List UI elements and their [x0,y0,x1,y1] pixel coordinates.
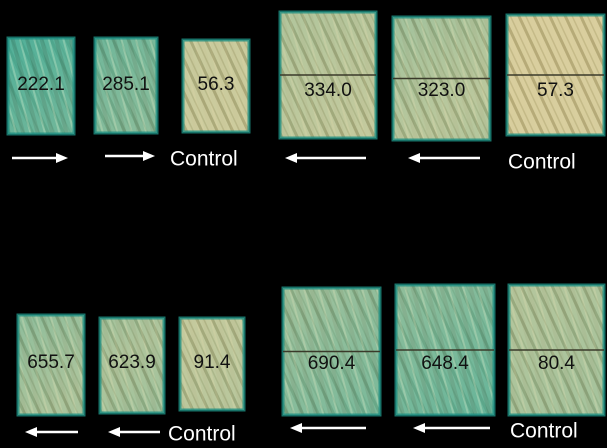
control-caption: Control [168,423,236,446]
sample-edge [6,36,76,136]
sample-group: 655.7 623.9 91.4 Control [16,313,246,446]
arrow-head [108,427,120,437]
sample-value: 57.3 [537,80,574,101]
sample-stain [183,40,249,132]
wood-sample: 655.7 [16,313,86,417]
sample-value: 91.4 [194,352,231,373]
wood-sample: 334.0 [278,10,378,140]
arrow-head [290,423,302,433]
wood-sample: 57.3 [505,13,606,137]
wood-sample: 222.1 [6,36,76,136]
arrow-head [143,151,155,161]
sample-value: 334.0 [304,80,352,101]
wood-sample: 91.4 [178,316,246,412]
wood-sample: 690.4 [281,286,382,417]
sample-stain [95,38,157,133]
sample-value: 655.7 [27,352,75,373]
arrow-head [413,423,425,433]
sample-group: 222.1 285.1 56.3 Control [6,36,251,171]
arrow-head [285,153,297,163]
sample-value: 690.4 [308,353,356,374]
wood-sample: 285.1 [93,36,159,135]
sample-group: 334.0 323.0 57.3 Control [278,10,606,174]
sample-value: 285.1 [102,74,150,95]
arrow-head [56,153,68,163]
sample-edge [93,36,159,135]
wood-sample: 623.9 [98,316,166,415]
sample-group: 690.4 648.4 80.4 Control [281,283,606,443]
arrow-head [408,153,420,163]
sample-stain [100,318,164,413]
sample-edge [181,38,251,134]
wood-sample: 80.4 [507,283,606,417]
sample-value: 623.9 [108,352,156,373]
control-caption: Control [170,148,238,171]
sample-value: 323.0 [418,80,466,101]
sample-value: 222.1 [17,74,65,95]
wood-sample: 323.0 [391,15,492,142]
sample-edge [98,316,166,415]
arrow-head [25,427,37,437]
sample-stain [18,315,84,415]
wood-sample: 648.4 [394,283,496,417]
sample-stain [180,318,244,410]
sample-edge [178,316,246,412]
sample-value: 56.3 [198,74,235,95]
sample-value: 648.4 [421,353,469,374]
sample-edge [16,313,86,417]
sample-value: 80.4 [538,353,575,374]
control-caption: Control [510,420,578,443]
control-caption: Control [508,151,576,174]
sample-stain [8,38,74,134]
wood-sample: 56.3 [181,38,251,134]
